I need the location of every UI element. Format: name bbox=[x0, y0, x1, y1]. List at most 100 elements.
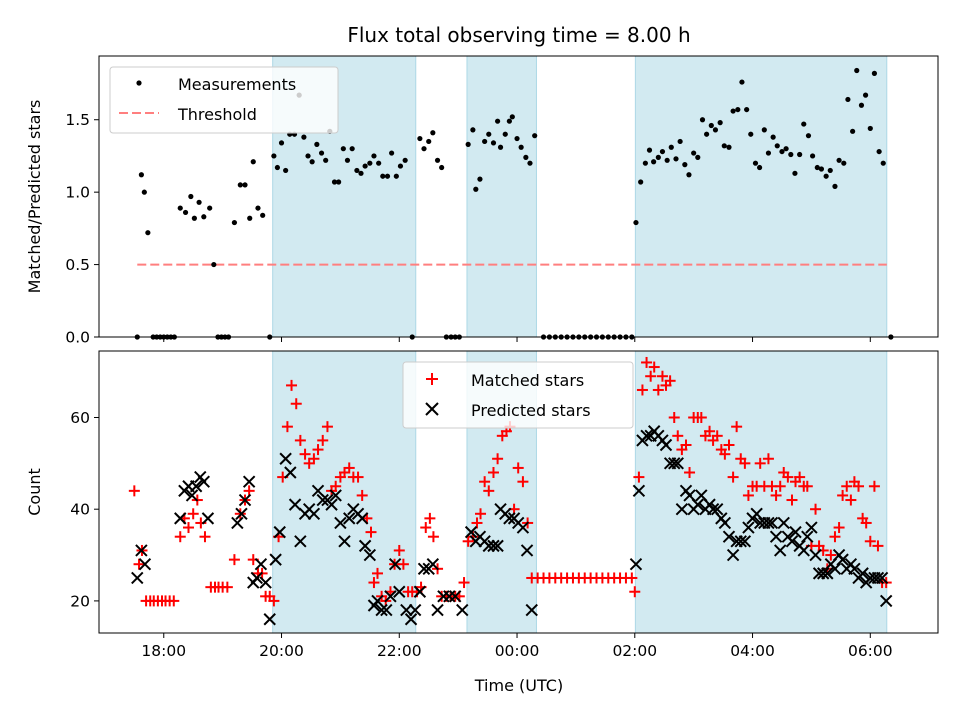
measurement-point bbox=[145, 230, 151, 236]
predicted-star-point bbox=[426, 558, 440, 571]
predicted-star-point bbox=[671, 457, 684, 470]
y-tick-label: 40 bbox=[70, 501, 90, 519]
predicted-star-point bbox=[797, 544, 810, 557]
matched-star-point bbox=[479, 476, 491, 488]
legend-label-predicted: Predicted stars bbox=[471, 401, 591, 420]
matched-star-point bbox=[872, 540, 884, 552]
measurement-point bbox=[633, 219, 639, 226]
predicted-star-point bbox=[856, 567, 869, 580]
measurement-point bbox=[486, 131, 492, 137]
top-legend: Measurements Threshold bbox=[109, 66, 339, 134]
measurement-point bbox=[757, 164, 763, 171]
measurement-point bbox=[260, 212, 266, 218]
matched-star-point bbox=[290, 398, 302, 410]
predicted-star-point bbox=[762, 516, 775, 530]
measurement-point bbox=[384, 173, 391, 179]
measurement-point bbox=[739, 79, 745, 85]
predicted-star-point bbox=[491, 539, 504, 553]
predicted-star-point bbox=[201, 512, 215, 525]
predicted-star-point bbox=[307, 507, 321, 520]
predicted-star-point bbox=[250, 571, 263, 585]
matched-star-point bbox=[810, 503, 822, 515]
top-observation-bands bbox=[272, 55, 888, 338]
matched-star-point bbox=[833, 522, 845, 534]
predicted-star-point bbox=[443, 590, 456, 603]
matched-star-point bbox=[853, 480, 865, 492]
predicted-star-point bbox=[316, 493, 329, 507]
measurement-point bbox=[283, 167, 289, 174]
matched-star-point bbox=[864, 535, 876, 547]
measurement-point bbox=[301, 134, 307, 140]
matched-star-point bbox=[182, 522, 194, 534]
x-tick-label: 18:00 bbox=[141, 642, 186, 660]
measurement-point bbox=[506, 118, 512, 124]
measurement-point bbox=[477, 176, 483, 182]
predicted-star-point bbox=[254, 558, 268, 571]
matched-star-point bbox=[860, 517, 872, 529]
measurement-point bbox=[642, 160, 648, 166]
measurement-point bbox=[721, 143, 727, 149]
matched-star-point bbox=[371, 567, 383, 579]
predicted-star-point bbox=[408, 603, 422, 617]
measurement-point bbox=[473, 186, 479, 192]
measurement-point bbox=[494, 118, 501, 124]
predicted-star-point bbox=[718, 516, 732, 530]
measurement-point bbox=[783, 146, 789, 152]
measurement-point bbox=[497, 144, 504, 150]
measurement-point bbox=[439, 164, 445, 171]
predicted-star-point bbox=[329, 489, 342, 502]
measurement-point bbox=[836, 157, 842, 163]
measurement-point bbox=[207, 205, 213, 211]
predicted-stars-points bbox=[131, 425, 893, 626]
matched-star-point bbox=[782, 471, 794, 483]
predicted-star-point bbox=[785, 535, 799, 548]
measurement-point bbox=[876, 148, 882, 155]
measurement-point bbox=[138, 172, 144, 178]
predicted-star-point bbox=[816, 567, 830, 580]
matched-star-point bbox=[517, 476, 529, 488]
matched-star-point bbox=[719, 448, 731, 460]
predicted-star-point bbox=[437, 590, 450, 603]
matched-star-point bbox=[794, 471, 806, 483]
predicted-star-point bbox=[809, 548, 822, 562]
predicted-star-point bbox=[294, 535, 307, 548]
matched-star-point bbox=[636, 384, 648, 396]
predicted-star-point bbox=[279, 452, 292, 465]
matched-star-point bbox=[731, 421, 743, 433]
top-y-axis-label: Matched/Predicted stars bbox=[25, 100, 44, 294]
measurement-point bbox=[371, 153, 377, 159]
measurement-point bbox=[646, 147, 653, 153]
measurement-point bbox=[841, 160, 847, 166]
predicted-star-point bbox=[338, 535, 351, 548]
measurement-point bbox=[668, 144, 674, 150]
observation-band-3 bbox=[634, 350, 888, 634]
predicted-star-point bbox=[334, 516, 347, 530]
top-measurement-points bbox=[134, 67, 894, 340]
matched-star-point bbox=[626, 572, 638, 584]
predicted-star-point bbox=[417, 562, 431, 576]
measurement-point bbox=[237, 182, 243, 188]
measurement-point bbox=[470, 127, 476, 133]
matched-star-point bbox=[492, 453, 504, 465]
predicted-star-point bbox=[828, 562, 842, 576]
predicted-star-point bbox=[789, 525, 802, 539]
matched-star-point bbox=[487, 467, 499, 479]
predicted-star-point bbox=[375, 603, 388, 617]
y-tick-label: 20 bbox=[70, 592, 90, 610]
y-tick-label: 60 bbox=[70, 409, 90, 427]
bottom-plot-frame bbox=[98, 350, 939, 634]
matched-star-point bbox=[868, 480, 880, 492]
measurement-point bbox=[465, 141, 471, 147]
predicted-star-point bbox=[629, 558, 643, 571]
measurement-point bbox=[389, 150, 395, 156]
observation-band-3 bbox=[634, 55, 888, 338]
measurement-point bbox=[380, 173, 386, 179]
predicted-star-point bbox=[659, 438, 673, 452]
top-legend-box bbox=[109, 66, 339, 134]
predicted-star-point bbox=[448, 590, 462, 603]
measurement-point bbox=[797, 151, 803, 158]
measurement-point bbox=[250, 159, 256, 165]
measurement-point bbox=[402, 157, 408, 163]
predicted-star-point bbox=[750, 507, 763, 520]
measurement-point bbox=[514, 135, 520, 142]
